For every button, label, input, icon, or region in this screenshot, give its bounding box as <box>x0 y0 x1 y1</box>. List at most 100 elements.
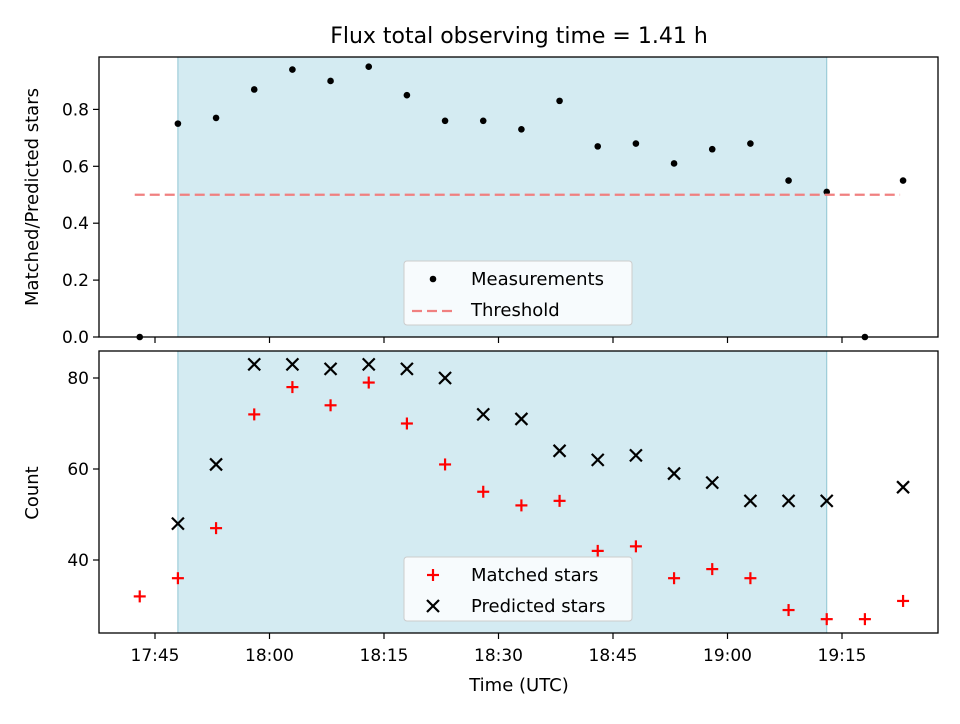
predicted-star-point <box>171 516 185 531</box>
legend-marker-matched <box>427 569 439 581</box>
x-tick-label: 18:45 <box>589 646 638 666</box>
top-legend: Measurements Threshold <box>403 260 633 326</box>
predicted-star-point-b <box>171 516 185 531</box>
top-y-tick-label: 0.8 <box>62 100 89 120</box>
predicted-star-point <box>552 444 567 458</box>
predicted-star-point <box>247 357 262 372</box>
measurement-point <box>174 120 182 127</box>
predicted-star-point <box>667 466 681 481</box>
predicted-star-point-b <box>438 371 452 385</box>
legend-marker-measurements <box>429 275 437 283</box>
measurement-point <box>785 177 792 184</box>
measurement-point <box>670 160 678 167</box>
matched-star-point <box>400 417 413 430</box>
predicted-star-point <box>629 448 643 463</box>
predicted-star-point <box>400 362 414 376</box>
matched-star-point <box>706 563 719 576</box>
predicted-star-point-b <box>743 494 758 508</box>
predicted-star-point <box>285 357 300 372</box>
x-tick-label: 18:30 <box>474 646 523 666</box>
predicted-star-point <box>590 453 605 467</box>
predicted-star-point <box>476 407 491 422</box>
legend-marker-predicted <box>426 599 440 613</box>
x-tick-label: 18:00 <box>245 646 294 666</box>
bottom-legend: Matched stars Predicted stars <box>403 556 633 622</box>
top-y-tick-label: 0.6 <box>62 157 89 177</box>
matched-star-point <box>782 604 795 617</box>
predicted-star-point-b <box>247 357 262 372</box>
measurement-point <box>365 63 373 71</box>
x-tick-label: 18:15 <box>360 646 409 666</box>
predicted-star-point-b <box>819 494 834 508</box>
matched-star-point <box>820 613 833 626</box>
matched-star-point <box>897 594 910 607</box>
measurement-point <box>556 97 563 105</box>
bottom-y-tick-label: 40 <box>67 551 89 571</box>
measurement-point <box>823 188 831 196</box>
matched-star-point <box>171 572 184 585</box>
predicted-star-point <box>896 480 910 494</box>
matched-star-point <box>553 494 566 507</box>
predicted-star-point-b <box>361 357 376 372</box>
measurement-point <box>327 77 334 85</box>
predicted-star-point-b <box>552 444 567 458</box>
matched-star-point <box>477 485 490 498</box>
matched-star-point <box>362 376 375 389</box>
predicted-star-point-b <box>285 357 300 372</box>
predicted-star-point <box>361 357 376 372</box>
predicted-star-point-b <box>400 362 414 376</box>
measurement-point <box>289 66 296 73</box>
bottom-y-tick-label: 60 <box>67 460 89 480</box>
predicted-star-point <box>781 494 796 508</box>
predicted-star-point <box>514 412 529 426</box>
matched-star-point <box>324 399 337 412</box>
predicted-star-point-b <box>323 362 338 376</box>
legend-label: Predicted stars <box>471 596 605 617</box>
predicted-star-point-b <box>590 453 605 467</box>
bottom-axes-frame <box>98 350 939 634</box>
matched-star-point <box>210 522 223 535</box>
bottom-legend-box <box>403 556 633 622</box>
matched-star-point <box>668 572 681 585</box>
x-tick-label: 19:15 <box>818 646 867 666</box>
predicted-star-point <box>209 457 223 472</box>
predicted-star-point-b <box>629 448 643 463</box>
bottom-y-tick-label: 80 <box>67 369 89 389</box>
matched-star-point <box>629 540 642 553</box>
measurement-point <box>212 114 220 122</box>
matched-star-point <box>439 458 452 471</box>
x-tick-label: 19:00 <box>703 646 752 666</box>
matched-star-point <box>744 572 757 585</box>
predicted-star-point-b <box>667 466 681 481</box>
measurement-point <box>708 145 716 153</box>
measurement-point <box>899 177 907 184</box>
measurement-point <box>403 91 411 99</box>
bottom-panel: 40 60 80 17:45 18:00 18:15 18:30 18:45 19:00 19:1… <box>67 350 939 666</box>
top-y-axis-label: Matched/Predicted stars <box>22 88 43 306</box>
predicted-star-point <box>819 494 834 508</box>
predicted-star-point-b <box>781 494 796 508</box>
top-y-tick-label: 0.0 <box>62 328 89 348</box>
top-y-tick-label: 0.2 <box>62 271 89 291</box>
matched-star-point <box>591 544 604 557</box>
measurement-point <box>632 140 640 147</box>
measurement-point <box>518 126 525 133</box>
top-panel: 0.0 0.2 0.4 0.6 0.8 Measurements Threshold <box>62 56 939 348</box>
x-tick-label: 17:45 <box>131 646 180 666</box>
matched-star-point <box>248 408 261 421</box>
legend-marker-predicted-b <box>426 599 440 613</box>
top-y-tick-label: 0.4 <box>62 214 89 234</box>
predicted-star-point <box>705 475 720 490</box>
predicted-star-point-b <box>209 457 223 472</box>
legend-label: Threshold <box>470 300 560 321</box>
legend-label: Matched stars <box>471 565 598 586</box>
predicted-star-point <box>743 494 758 508</box>
predicted-star-point-b <box>896 480 910 494</box>
top-legend-box <box>403 260 633 326</box>
legend-label: Measurements <box>471 269 604 290</box>
bottom-y-axis-label: Count <box>22 466 43 519</box>
matched-star-point <box>858 613 871 626</box>
matched-star-point <box>515 499 528 512</box>
measurement-point <box>479 117 487 125</box>
